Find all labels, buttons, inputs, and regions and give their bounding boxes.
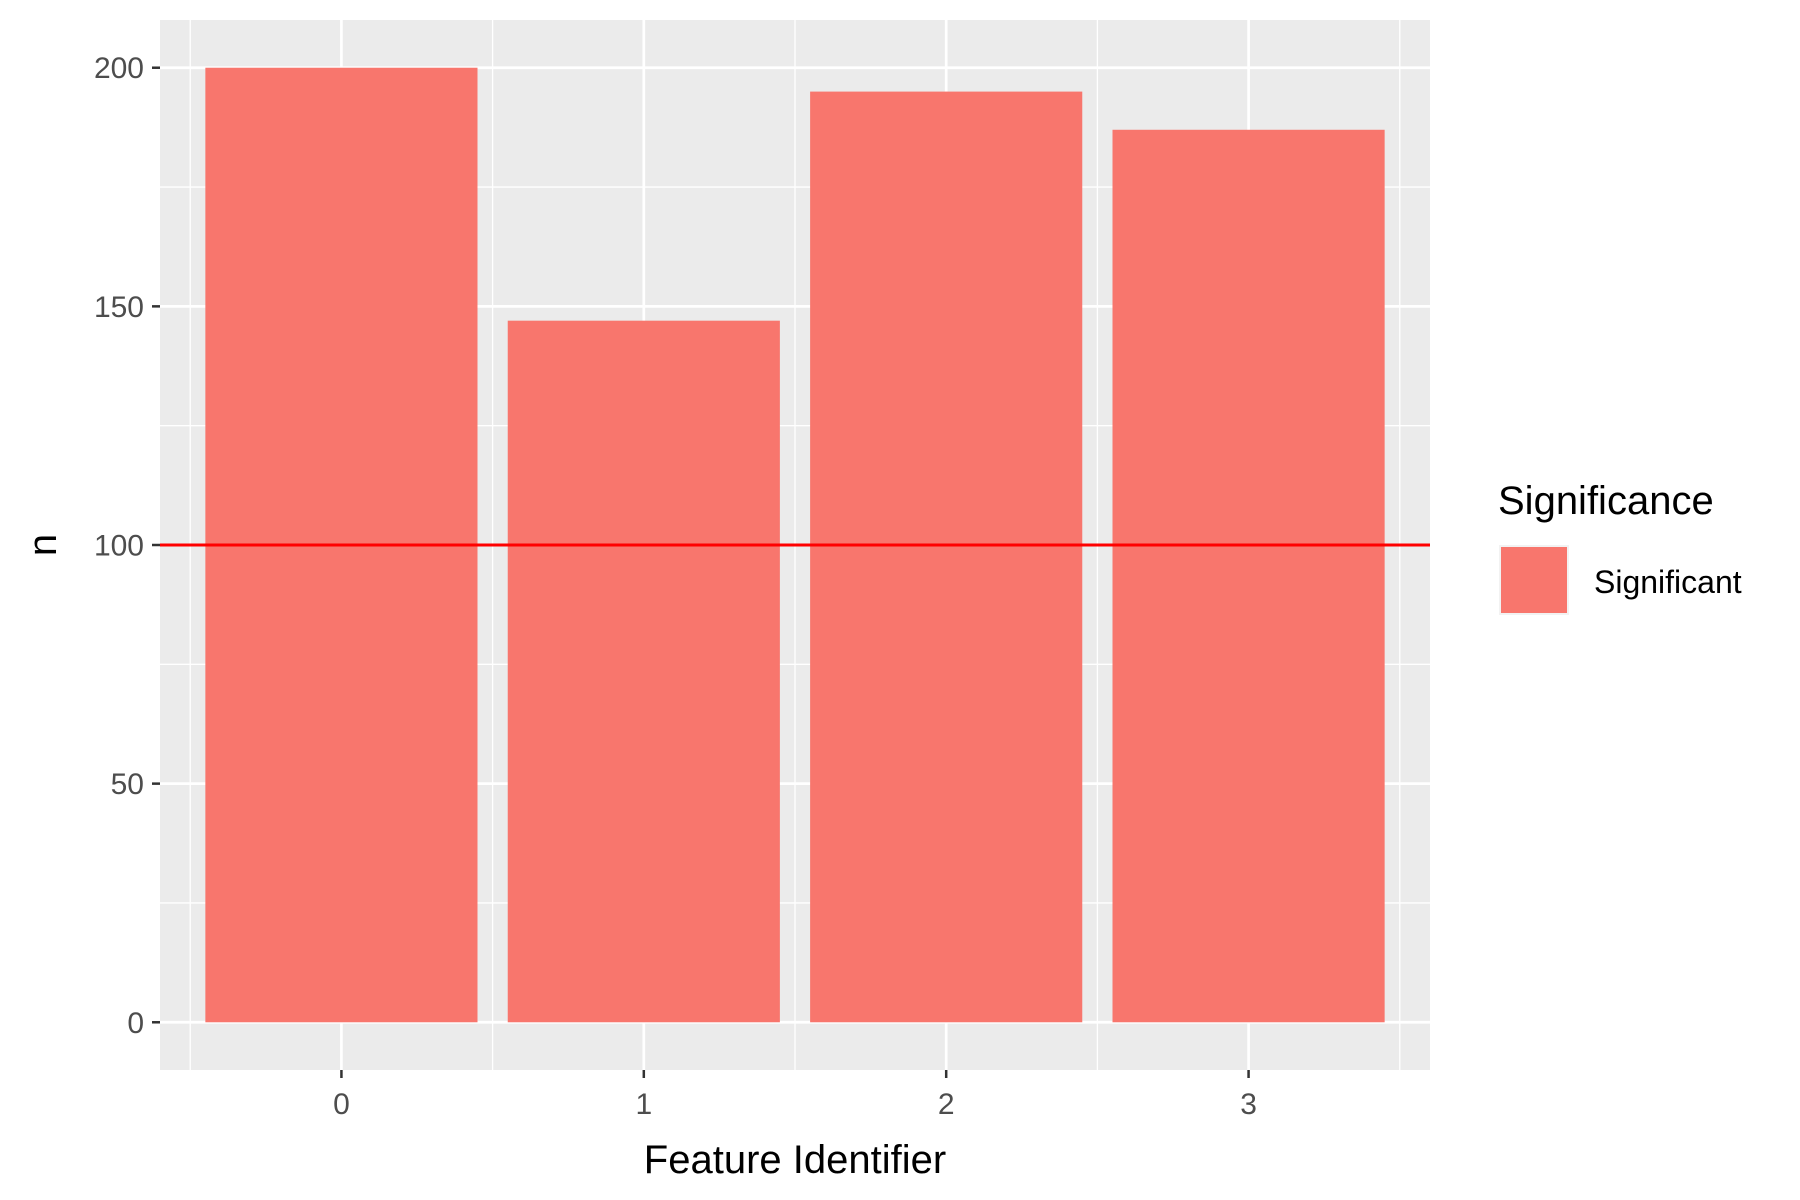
y-tick-label: 200: [94, 52, 144, 85]
bar-1: [507, 320, 780, 1023]
bar-3: [1112, 129, 1385, 1023]
x-tick-label: 3: [1240, 1088, 1257, 1121]
x-tick-label: 2: [938, 1088, 955, 1121]
y-tick-label: 150: [94, 291, 144, 324]
y-tick-label: 0: [127, 1007, 144, 1040]
x-tick-label: 0: [333, 1088, 350, 1121]
x-axis-title: Feature Identifier: [644, 1138, 946, 1182]
x-axis: 0 1 2 3: [333, 1070, 1257, 1121]
bar-2: [810, 91, 1083, 1023]
x-tick-label: 1: [635, 1088, 652, 1121]
legend-title: Significance: [1498, 479, 1714, 523]
legend-key-significant: [1499, 545, 1569, 615]
y-axis-title: n: [21, 534, 65, 556]
legend-label-significant: Significant: [1594, 564, 1742, 600]
y-axis: 0 50 100 150 200: [94, 52, 160, 1040]
y-tick-label: 50: [111, 768, 144, 801]
legend: Significance Significant: [1498, 479, 1742, 615]
y-tick-label: 100: [94, 530, 144, 563]
